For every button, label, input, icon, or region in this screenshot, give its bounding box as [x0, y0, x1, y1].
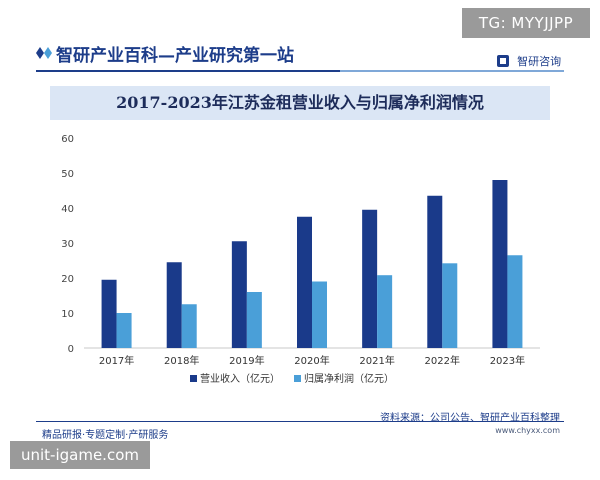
- x-tick-label: 2022年: [425, 354, 460, 367]
- bar-profit: [377, 275, 393, 348]
- legend-swatch: [294, 375, 301, 382]
- bar-profit: [312, 281, 327, 348]
- y-tick-label: 20: [61, 274, 74, 285]
- bar-profit: [507, 255, 523, 348]
- tg-badge: TG: MYYJJPP: [462, 8, 590, 38]
- chart-title-band: 2017-2023年江苏金租营业收入与归属净利润情况: [50, 86, 550, 120]
- y-tick-label: 50: [61, 169, 74, 180]
- brand-logo: 智研咨询: [497, 50, 562, 68]
- x-tick-label: 2021年: [359, 354, 394, 367]
- bar-profit: [181, 304, 197, 348]
- source-note: 资料来源：公司公告、智研产业百科整理: [380, 413, 560, 424]
- bar-revenue: [427, 195, 443, 348]
- diamond-icon: [36, 47, 52, 59]
- slogan: 精品研报·专题定制·产研服务: [42, 430, 169, 441]
- watermark-badge: unit-igame.com: [10, 441, 150, 469]
- bar-revenue: [166, 262, 182, 348]
- bar-profit: [116, 313, 132, 348]
- header: TG: MYYJJPP 智研产业百科—产业研究第一站 智研咨询: [0, 0, 600, 92]
- y-tick-label: 30: [61, 239, 74, 250]
- legend-swatch: [190, 375, 197, 382]
- header-rule: [36, 70, 564, 72]
- logo-text: 智研咨询: [517, 54, 562, 68]
- x-tick-label: 2020年: [294, 354, 329, 367]
- chart-title: 2017-2023年江苏金租营业收入与归属净利润情况: [116, 93, 484, 112]
- x-tick-label: 2017年: [99, 354, 134, 367]
- header-rule-accent: [340, 70, 564, 72]
- y-tick-label: 40: [61, 204, 74, 215]
- brand-title: 智研产业百科—产业研究第一站: [56, 46, 294, 66]
- bar-revenue: [362, 209, 378, 348]
- x-tick-label: 2018年: [164, 354, 199, 367]
- y-tick-label: 60: [61, 134, 74, 145]
- x-tick-label: 2023年: [490, 354, 525, 367]
- legend-label: 营业收入（亿元）: [200, 372, 280, 385]
- bar-profit: [246, 292, 262, 348]
- y-tick-label: 10: [61, 309, 74, 320]
- legend-label: 归属净利润（亿元）: [304, 372, 394, 385]
- logo-icon: [497, 54, 509, 67]
- bar-chart: 0 10 20 30 40 50 60 2017年 2018年 2019年 2020年 2021年 20…: [61, 134, 540, 385]
- bar-revenue: [231, 241, 247, 348]
- bar-revenue: [297, 216, 312, 348]
- bar-revenue: [101, 279, 117, 348]
- x-tick-label: 2019年: [229, 354, 264, 367]
- bar-profit: [442, 263, 458, 348]
- footer-rule: [36, 421, 564, 422]
- y-tick-label: 0: [68, 344, 74, 355]
- bar-revenue: [492, 180, 508, 348]
- site-url: www.chyxx.com: [495, 426, 560, 435]
